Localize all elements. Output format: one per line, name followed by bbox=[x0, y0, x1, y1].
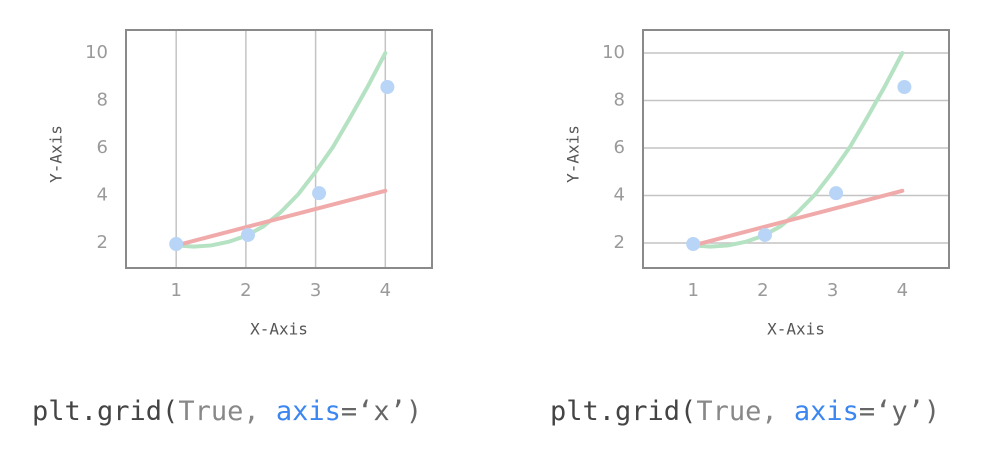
y-tick-label: 10 bbox=[602, 42, 625, 63]
y-tick-label: 6 bbox=[614, 137, 625, 158]
caption-part: plt.grid( bbox=[550, 396, 696, 427]
y-tick-label: 4 bbox=[614, 185, 625, 206]
caption-part: axis bbox=[794, 396, 859, 427]
y-tick-label: 4 bbox=[97, 185, 108, 206]
point bbox=[380, 80, 395, 95]
caption-part: =‘y’) bbox=[859, 396, 940, 427]
line bbox=[691, 51, 905, 249]
x-tick-label: 4 bbox=[897, 280, 908, 301]
caption-part: True, bbox=[696, 396, 794, 427]
caption: plt.grid(True, axis=‘x’) bbox=[32, 396, 422, 427]
x-tick-label: 1 bbox=[170, 280, 181, 301]
subplot: 1 2 3 4 2 4 6 8 10 X-Axis Y-Axis plt.grid(True, axi… bbox=[550, 29, 950, 427]
y-axis-label: Y-Axis bbox=[47, 125, 66, 183]
y-tick-label: 2 bbox=[97, 232, 108, 253]
point bbox=[686, 237, 701, 252]
axes-frame bbox=[125, 29, 433, 269]
caption-part: =‘x’) bbox=[341, 396, 422, 427]
line bbox=[174, 51, 388, 249]
y-tick-label: 8 bbox=[97, 90, 108, 111]
point bbox=[897, 80, 912, 95]
point bbox=[312, 186, 327, 201]
subplot: 1 2 3 4 2 4 6 8 10 X-Axis Y-Axis plt.grid(True, axi… bbox=[32, 29, 433, 427]
x-tick-label: 2 bbox=[757, 280, 768, 301]
x-tick-label: 1 bbox=[687, 280, 698, 301]
x-tick-label: 2 bbox=[240, 280, 251, 301]
y-tick-label: 6 bbox=[97, 137, 108, 158]
y-tick-label: 8 bbox=[614, 90, 625, 111]
point bbox=[169, 237, 184, 252]
axes-frame bbox=[642, 29, 950, 269]
y-tick-label: 2 bbox=[614, 232, 625, 253]
point bbox=[240, 227, 255, 242]
x-tick-label: 3 bbox=[310, 280, 321, 301]
caption-part: True, bbox=[178, 396, 276, 427]
caption-part: plt.grid( bbox=[32, 396, 178, 427]
point bbox=[829, 186, 844, 201]
x-axis-label: X-Axis bbox=[250, 320, 308, 339]
point bbox=[757, 227, 772, 242]
line bbox=[691, 188, 905, 248]
caption-part: axis bbox=[276, 396, 341, 427]
x-axis-label: X-Axis bbox=[767, 320, 825, 339]
x-tick-label: 4 bbox=[380, 280, 391, 301]
caption: plt.grid(True, axis=‘y’) bbox=[550, 396, 940, 427]
y-axis-label: Y-Axis bbox=[564, 125, 583, 183]
x-tick-label: 3 bbox=[827, 280, 838, 301]
line bbox=[174, 188, 388, 248]
y-tick-label: 10 bbox=[85, 42, 108, 63]
